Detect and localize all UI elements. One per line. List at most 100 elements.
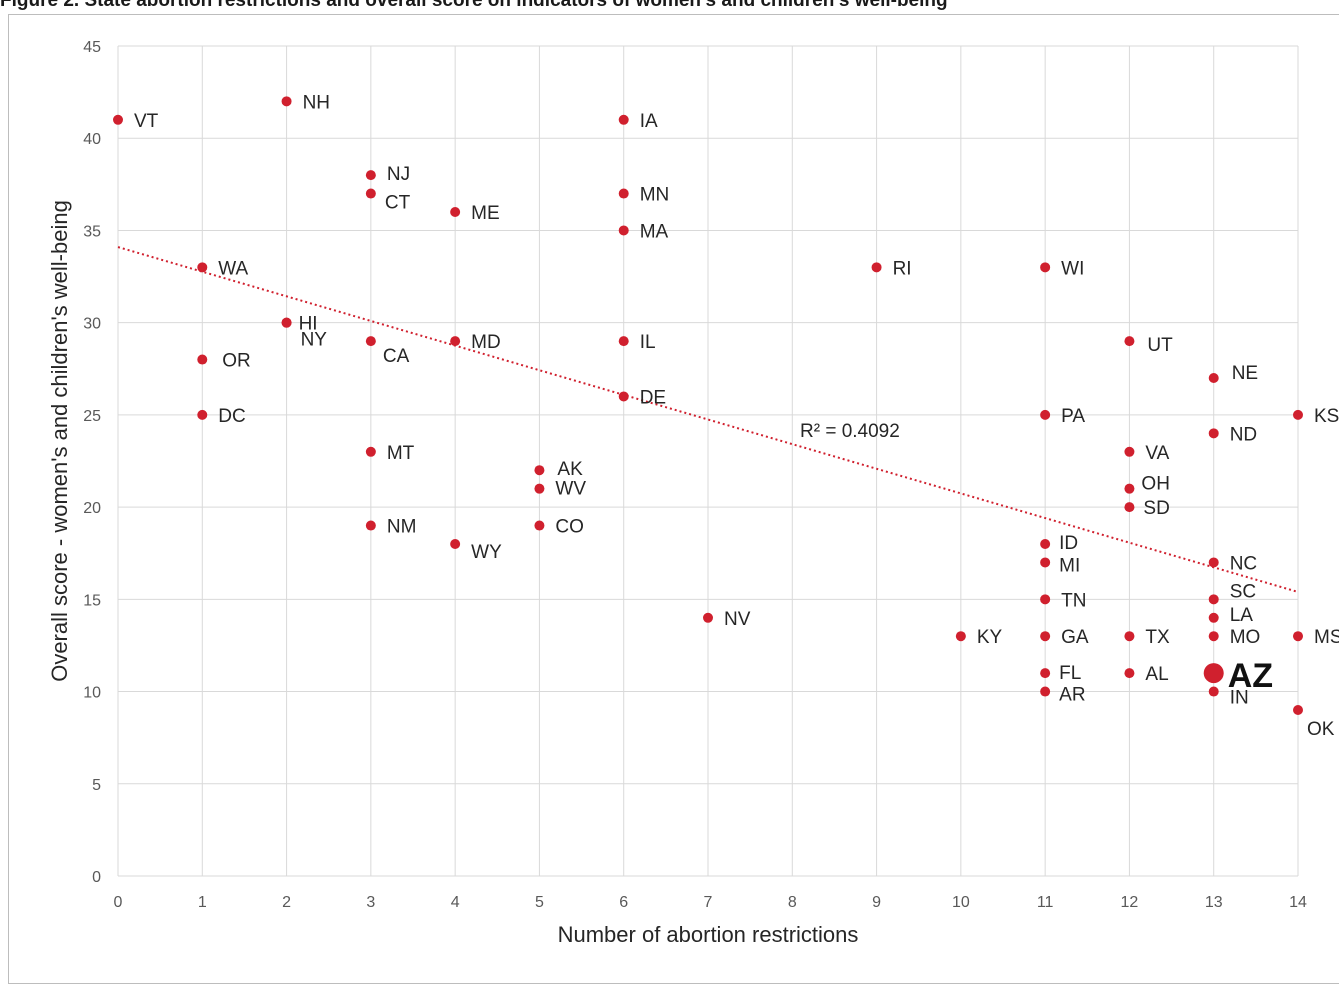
y-tick-label: 45: [83, 39, 101, 56]
point-label-ny: NY: [301, 330, 328, 351]
point-label-ne: NE: [1232, 363, 1258, 384]
r-squared-label: R² = 0.4092: [800, 421, 900, 442]
point-label-nv: NV: [724, 609, 751, 630]
point-label-ri: RI: [893, 258, 912, 279]
y-tick-label: 20: [83, 500, 101, 517]
data-point-ky: [955, 631, 966, 642]
point-label-de: DE: [640, 387, 666, 408]
point-label-hi: HI: [299, 314, 318, 335]
data-point-vt: [113, 114, 123, 125]
point-label-nj: NJ: [387, 164, 410, 185]
point-label-ks: KS: [1314, 406, 1339, 427]
data-point-ma: [618, 225, 629, 236]
point-label-nc: NC: [1230, 553, 1257, 574]
point-label-az: AZ: [1228, 657, 1273, 695]
data-point-nm: [365, 520, 376, 531]
data-point-ri: [871, 262, 882, 273]
point-label-ct: CT: [385, 193, 411, 214]
data-point-ca: [365, 336, 376, 347]
point-label-md: MD: [471, 332, 501, 353]
point-label-ut: UT: [1147, 335, 1173, 356]
x-tick-label: 1: [198, 894, 207, 911]
y-tick-label: 5: [92, 777, 101, 794]
x-tick-label: 5: [535, 894, 544, 911]
point-label-tn: TN: [1061, 590, 1086, 611]
data-point-ut: [1124, 336, 1135, 347]
point-label-ar: AR: [1059, 685, 1085, 706]
point-label-wy: WY: [471, 542, 502, 563]
x-tick-label: 10: [952, 894, 970, 911]
point-label-sc: SC: [1230, 581, 1256, 602]
point-label-co: CO: [555, 517, 584, 538]
point-label-sd: SD: [1143, 498, 1169, 519]
data-point-mi: [1040, 557, 1051, 568]
data-point-mo: [1208, 631, 1219, 642]
point-label-ia: IA: [640, 111, 658, 132]
y-tick-label: 40: [83, 131, 101, 148]
y-tick-label: 25: [83, 408, 101, 425]
data-point-nj: [365, 170, 376, 181]
point-label-or: OR: [222, 351, 251, 372]
data-point-co: [534, 520, 545, 531]
data-point-nv: [703, 612, 713, 623]
point-label-mi: MI: [1059, 555, 1080, 576]
point-label-ok: OK: [1307, 719, 1335, 740]
gridlines: [117, 45, 1299, 877]
data-point-wy: [450, 539, 461, 549]
x-tick-label: 12: [1121, 894, 1139, 911]
data-point-me: [450, 207, 461, 217]
point-label-nm: NM: [387, 517, 417, 538]
data-point-ga: [1040, 631, 1051, 642]
data-point-de: [618, 391, 629, 402]
figure-title: Figure 2. State abortion restrictions an…: [0, 0, 948, 11]
point-label-fl: FL: [1059, 663, 1081, 684]
data-point-sc: [1208, 594, 1219, 605]
data-point-ar: [1040, 686, 1051, 697]
point-label-ky: KY: [977, 627, 1003, 648]
x-tick-label: 2: [282, 894, 291, 911]
point-label-dc: DC: [218, 406, 245, 427]
data-point-mt: [365, 446, 376, 457]
data-point-nd: [1208, 428, 1219, 439]
point-label-ca: CA: [383, 346, 410, 367]
point-label-ma: MA: [640, 221, 669, 242]
point-label-ga: GA: [1061, 627, 1089, 648]
data-point-nh: [281, 96, 292, 107]
data-point-dc: [197, 409, 208, 420]
y-axis-ticks: 0 5 10 15 20 25 30 35 40 45: [83, 39, 101, 886]
data-point-ok: [1293, 705, 1303, 715]
x-tick-label: 13: [1205, 894, 1223, 911]
y-axis-title: Overall score - women's and children's w…: [47, 200, 72, 682]
point-label-in: IN: [1230, 688, 1249, 709]
y-tick-label: 15: [83, 592, 101, 609]
data-point-ne: [1208, 373, 1219, 383]
data-point-tn: [1040, 594, 1051, 605]
data-point-ny: [281, 317, 292, 328]
point-label-al: AL: [1145, 664, 1168, 685]
data-point-ct: [365, 188, 376, 199]
x-axis-title: Number of abortion restrictions: [558, 922, 859, 947]
point-label-pa: PA: [1061, 406, 1085, 427]
y-tick-label: 0: [92, 869, 101, 886]
x-tick-label: 6: [619, 894, 628, 911]
data-point-fl: [1040, 668, 1051, 679]
point-label-wa: WA: [218, 258, 248, 279]
data-point-wi: [1040, 262, 1051, 273]
x-tick-label: 7: [704, 894, 713, 911]
point-label-il: IL: [640, 332, 656, 353]
data-point-il: [618, 336, 629, 347]
point-label-nh: NH: [303, 92, 330, 113]
y-tick-label: 30: [83, 316, 101, 333]
point-label-wi: WI: [1061, 258, 1084, 279]
point-label-vt: VT: [134, 111, 159, 132]
data-point-mn: [618, 188, 629, 199]
point-label-id: ID: [1059, 533, 1078, 554]
point-label-tx: TX: [1145, 627, 1170, 648]
data-point-az: [1203, 663, 1224, 684]
data-point-la: [1208, 612, 1219, 623]
data-point-ak: [534, 465, 545, 476]
data-point-oh: [1124, 483, 1135, 494]
x-tick-label: 0: [114, 894, 123, 911]
x-tick-label: 14: [1289, 894, 1307, 911]
